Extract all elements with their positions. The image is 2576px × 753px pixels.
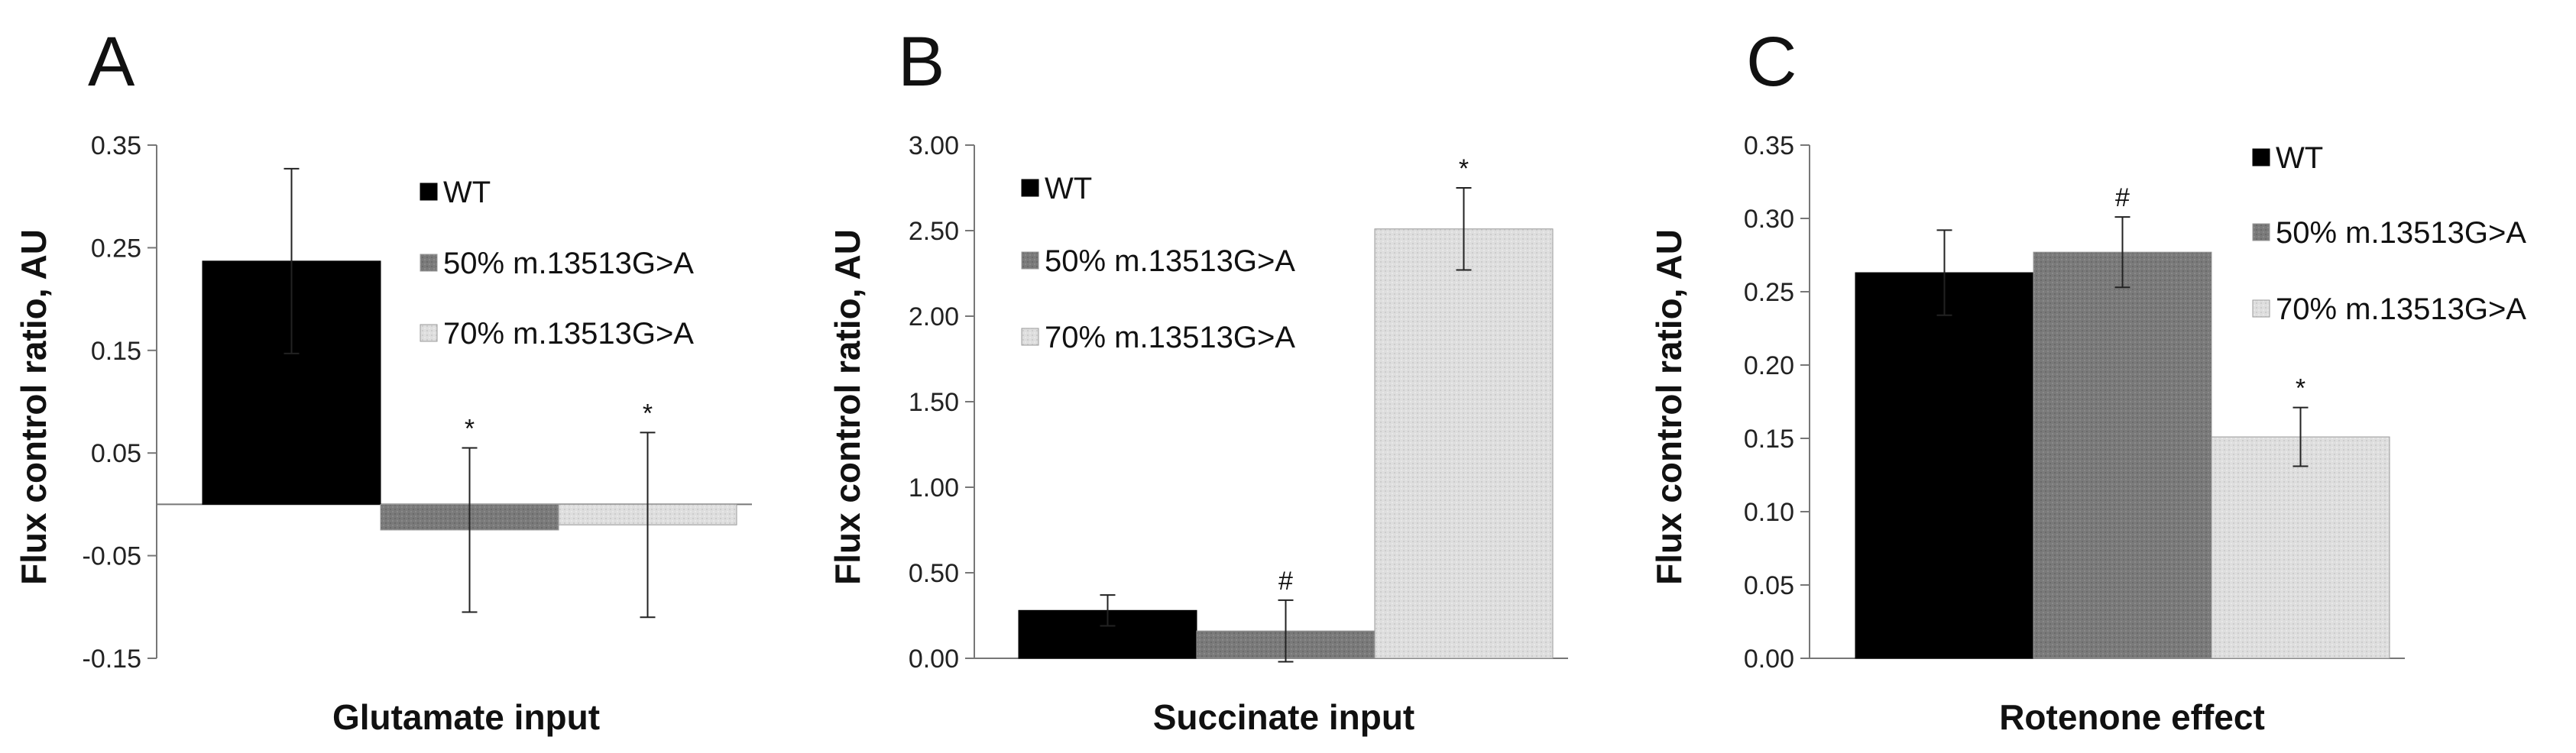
legend-label: 50% m.13513G>A (443, 247, 694, 280)
panel-letter-b: B (898, 23, 945, 101)
plot-area-c: 0.35 0.30 0.25 0.20 0.15 0.10 0.05 0.00 WT #50% m… (1744, 131, 2526, 674)
legend-label: 70% m.13513G>A (1045, 321, 1295, 354)
legend-swatch (1021, 179, 1039, 197)
panel-b: B Flux control ratio, AU Succinate input… (828, 23, 1568, 737)
panel-letter-c: C (1746, 23, 1797, 101)
y-tick-label: 0.25 (1744, 278, 1794, 307)
significance-marker: # (1278, 567, 1293, 596)
y-tick-label: 0.35 (91, 131, 141, 160)
legend-swatch (1021, 328, 1039, 346)
panel-c: C Flux control ratio, AU Rotenone effect… (1649, 23, 2526, 737)
y-tick-label: 1.50 (909, 388, 959, 417)
legend-label: 50% m.13513G>A (2276, 216, 2526, 250)
panel-letter-a: A (88, 23, 135, 101)
y-tick-label: 0.00 (1744, 645, 1794, 674)
legend-swatch (420, 324, 438, 342)
legend-label: 70% m.13513G>A (2276, 292, 2526, 326)
significance-marker: * (465, 414, 475, 443)
plot-area-a: 0.35 0.25 0.15 0.05 -0.05 -0.15 WT * 50% m.13513… (83, 131, 752, 674)
y-tick-label: 0.20 (1744, 351, 1794, 380)
y-tick-label: 1.00 (909, 473, 959, 503)
y-tick-label: 0.10 (1744, 498, 1794, 527)
legend-label: WT (443, 176, 491, 209)
significance-marker: * (643, 399, 653, 428)
x-axis-label-b: Succinate input (1153, 697, 1414, 737)
significance-marker: * (1459, 154, 1469, 183)
plot-area-b: 3.00 2.50 2.00 1.50 1.00 0.50 0.00 WT #50% m.135… (909, 131, 1568, 674)
legend-swatch (1021, 251, 1039, 270)
y-tick-label: 0.05 (91, 439, 141, 468)
bar (2211, 436, 2390, 659)
y-tick-label: 0.15 (91, 337, 141, 366)
bar (1374, 228, 1554, 659)
y-axis-label-c: Flux control ratio, AU (1649, 229, 1689, 585)
y-tick-label: 0.05 (1744, 571, 1794, 600)
y-axis-label-b: Flux control ratio, AU (828, 229, 867, 585)
x-axis-label-c: Rotenone effect (1999, 697, 2265, 737)
legend-swatch (2252, 148, 2270, 166)
bar (1855, 272, 2034, 659)
y-tick-label: 2.00 (909, 302, 959, 331)
legend-label: 70% m.13513G>A (443, 317, 694, 351)
legend-swatch (420, 183, 438, 201)
y-tick-label: 0.35 (1744, 131, 1794, 160)
legend-swatch (2252, 299, 2270, 318)
y-tick-label: -0.05 (83, 542, 142, 571)
y-tick-label: 0.25 (91, 234, 141, 263)
y-tick-label: -0.15 (83, 645, 142, 674)
y-axis-label-a: Flux control ratio, AU (14, 229, 53, 585)
y-tick-label: 0.15 (1744, 425, 1794, 454)
y-tick-label: 2.50 (909, 217, 959, 246)
legend-label: 50% m.13513G>A (1045, 244, 1295, 278)
y-tick-label: 0.00 (909, 645, 959, 674)
panel-a: A Flux control ratio, AU Glutamate input… (14, 23, 752, 737)
significance-marker: # (2115, 183, 2130, 212)
significance-marker: * (2296, 374, 2305, 403)
x-axis-label-a: Glutamate input (332, 697, 600, 737)
bar (2033, 251, 2212, 659)
y-tick-label: 0.50 (909, 559, 959, 588)
legend-label: WT (2276, 141, 2323, 175)
legend-swatch (420, 254, 438, 272)
legend-swatch (2252, 223, 2270, 241)
y-tick-label: 0.30 (1744, 205, 1794, 234)
y-tick-label: 3.00 (909, 131, 959, 160)
legend-label: WT (1045, 172, 1092, 205)
